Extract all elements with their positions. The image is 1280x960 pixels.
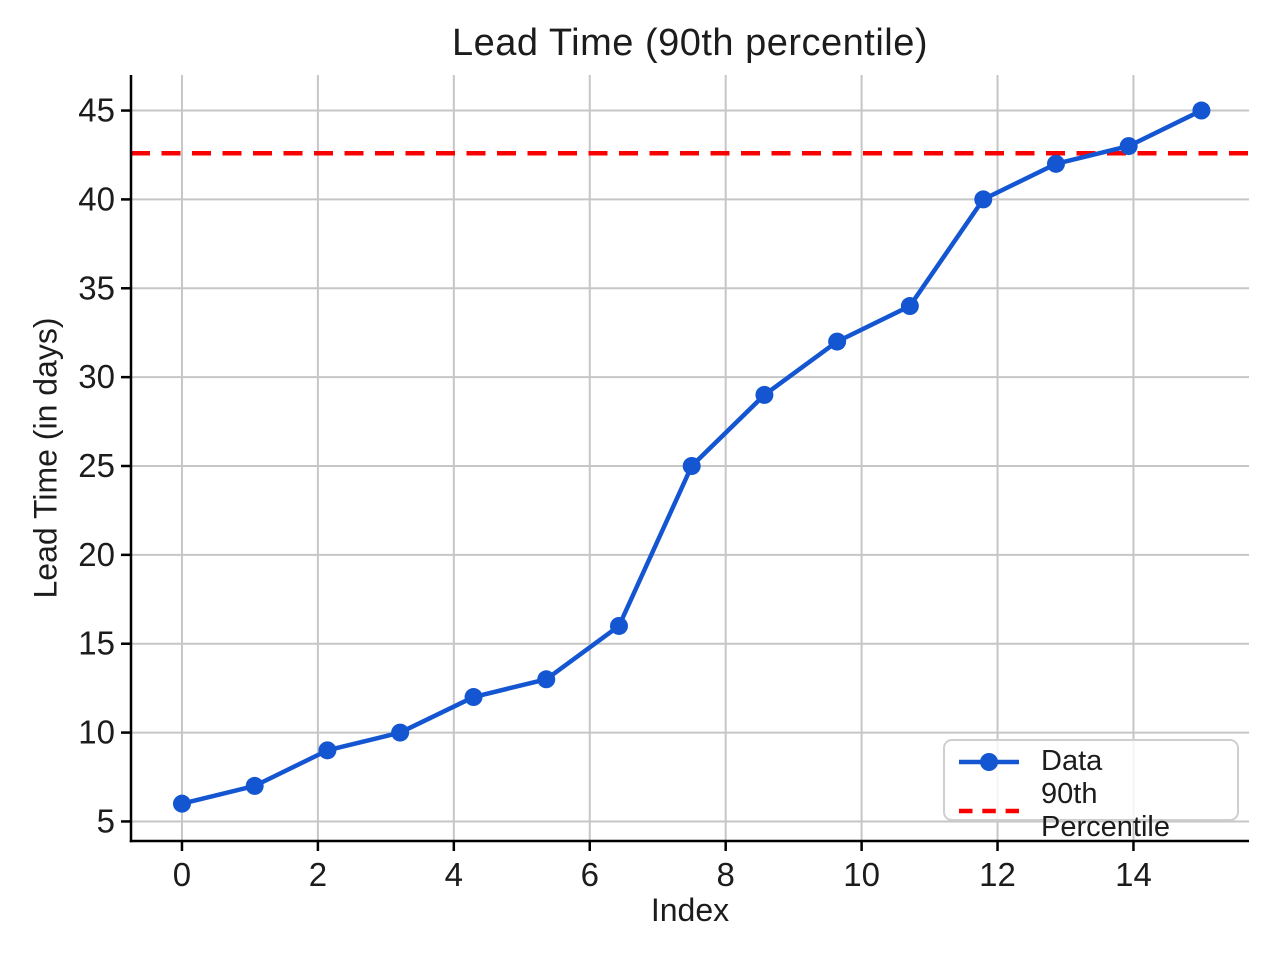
legend-line-swatch bbox=[959, 752, 1019, 771]
legend-label-data: Data bbox=[1041, 745, 1103, 777]
y-axis-label: Lead Time (in days) bbox=[27, 317, 64, 599]
x-tick-label: 6 bbox=[581, 856, 599, 893]
ticks: 0 2 4 6 8 10 12 14 5 10 15 20 25 30 35 40 45 bbox=[78, 92, 1152, 893]
legend-dash-swatch bbox=[959, 808, 1019, 814]
y-tick-label: 25 bbox=[78, 447, 115, 484]
x-tick-label: 8 bbox=[717, 856, 735, 893]
y-tick-label: 35 bbox=[78, 269, 115, 306]
legend-label-percentile: 90th Percentile bbox=[1041, 778, 1170, 843]
x-tick-label: 10 bbox=[843, 856, 880, 893]
x-tick-label: 0 bbox=[173, 856, 191, 893]
y-tick-label: 10 bbox=[78, 714, 115, 751]
chart-title: Lead Time (90th percentile) bbox=[451, 22, 929, 64]
x-tick-label: 12 bbox=[979, 856, 1016, 893]
data-markers bbox=[172, 101, 1211, 813]
y-tick-label: 40 bbox=[78, 180, 115, 217]
legend-item-data: Data bbox=[957, 745, 1225, 778]
legend: Data 90th Percentile bbox=[943, 739, 1239, 843]
y-tick-label: 45 bbox=[78, 92, 115, 129]
x-tick-label: 2 bbox=[309, 856, 327, 893]
x-tick-label: 4 bbox=[445, 856, 463, 893]
x-axis-label: Index bbox=[650, 892, 730, 928]
y-tick-label: 30 bbox=[78, 358, 115, 395]
legend-item-percentile: 90th Percentile bbox=[957, 778, 1225, 844]
y-tick-label: 5 bbox=[97, 802, 115, 839]
x-tick-label: 14 bbox=[1115, 856, 1152, 893]
y-tick-label: 20 bbox=[78, 536, 115, 573]
y-tick-label: 15 bbox=[78, 625, 115, 662]
